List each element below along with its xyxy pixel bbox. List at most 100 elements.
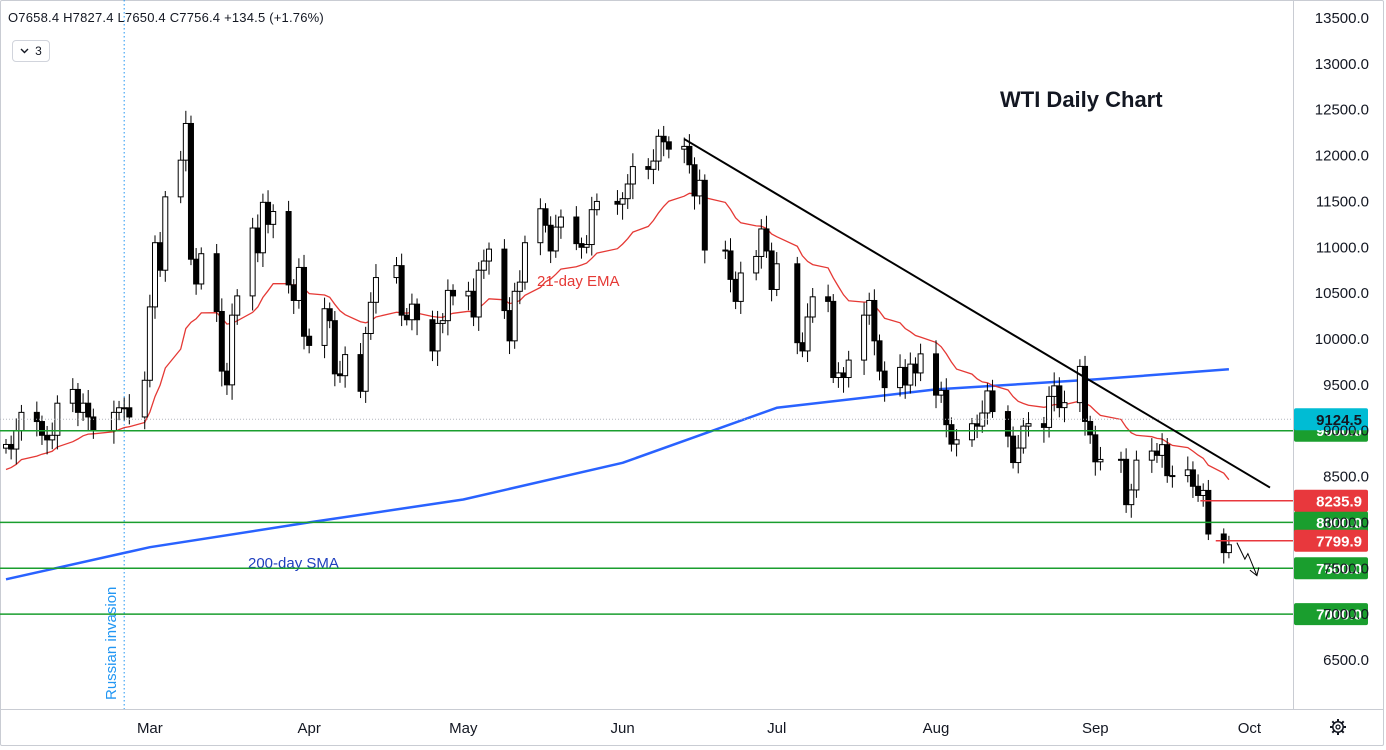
- ema-21-line: [5, 191, 1230, 481]
- candle-body: [480, 260, 487, 271]
- candle-body: [398, 265, 405, 316]
- downtrend-line: [683, 138, 1271, 489]
- candle-body: [74, 388, 81, 413]
- candle-body: [465, 290, 472, 297]
- candle-body: [85, 402, 92, 418]
- candle-body: [152, 242, 159, 308]
- candle-body: [259, 201, 266, 254]
- candle-body: [830, 300, 837, 379]
- ohlc-low: L7650.4: [117, 10, 166, 25]
- candle-body: [537, 208, 544, 244]
- candle-body: [336, 373, 343, 377]
- candle-body: [177, 159, 184, 198]
- indicator-toggle-button[interactable]: 3: [12, 40, 50, 62]
- candle-body: [542, 208, 549, 226]
- price-tick-label: 11000.0: [1316, 239, 1369, 256]
- candle-body: [573, 216, 580, 245]
- price-tick-label: 12000.0: [1315, 148, 1369, 165]
- price-tick-label: 10500.0: [1315, 285, 1369, 302]
- level-badge: [1294, 529, 1368, 552]
- level-badge: [1294, 603, 1368, 626]
- time-tick-label: Oct: [1238, 720, 1262, 737]
- candle-body: [80, 402, 87, 413]
- candle-body: [989, 390, 996, 413]
- candle-body: [1061, 402, 1068, 409]
- candle-body: [306, 335, 313, 346]
- candle-body: [187, 122, 194, 260]
- candle-body: [393, 265, 400, 279]
- candle-body: [198, 253, 205, 285]
- candle-body: [321, 308, 328, 346]
- candle-body: [470, 290, 477, 318]
- candle-body: [1010, 435, 1017, 464]
- candle-body: [804, 316, 811, 352]
- candle-body: [1133, 459, 1140, 491]
- candle-body: [968, 423, 975, 441]
- candle-body: [1195, 485, 1202, 496]
- projection-arrowhead: [1249, 567, 1260, 577]
- candle-body: [49, 434, 56, 441]
- projection-arrow: [1236, 542, 1258, 576]
- candle-body: [753, 255, 760, 274]
- candle-body: [681, 145, 688, 150]
- candle-body: [840, 372, 847, 379]
- candle-body: [583, 244, 590, 248]
- candle-body: [126, 407, 133, 418]
- candle-body: [516, 281, 523, 292]
- candle-body: [506, 310, 513, 342]
- candle-body: [121, 407, 128, 410]
- ohlc-high: H7827.4: [63, 10, 114, 25]
- candle-body: [162, 196, 169, 271]
- candle-body: [1040, 423, 1047, 428]
- candle-body: [1056, 385, 1063, 409]
- candle-body: [33, 411, 40, 423]
- candle-body: [1082, 365, 1089, 422]
- candle-body: [1153, 450, 1160, 456]
- candle-body: [825, 296, 832, 302]
- level-badge-label: 7500.0: [1316, 561, 1362, 578]
- candle-body: [439, 320, 446, 324]
- candle-body: [414, 303, 421, 321]
- candle-body: [13, 430, 20, 450]
- candle-body: [629, 166, 636, 185]
- candle-body: [1020, 425, 1027, 449]
- level-badge-label: 7000.0: [1316, 607, 1362, 624]
- time-tick-label: Sep: [1082, 720, 1109, 737]
- candle-body: [1164, 444, 1171, 477]
- price-tick-label: 6500.0: [1323, 652, 1369, 669]
- level-badge-label: 7799.9: [1316, 533, 1362, 550]
- candle-body: [727, 250, 734, 280]
- candle-body: [1097, 458, 1104, 463]
- candle-body: [146, 306, 153, 381]
- candle-body: [1046, 395, 1053, 428]
- candle-body: [326, 308, 333, 322]
- event-marker-label: Russian invasion: [103, 587, 120, 700]
- time-tick-label: Jun: [610, 720, 634, 737]
- time-tick-label: Jul: [767, 720, 786, 737]
- candle-body: [660, 135, 667, 143]
- candle-body: [691, 164, 698, 197]
- price-tick-label: 7500.0: [1323, 560, 1369, 577]
- candle-body: [444, 289, 451, 322]
- candle-body: [948, 424, 955, 445]
- candle-body: [1025, 423, 1032, 427]
- candle-body: [290, 284, 297, 301]
- candle-body: [737, 272, 744, 302]
- gear-icon[interactable]: [1330, 719, 1346, 735]
- candle-body: [213, 253, 220, 312]
- candle-body: [3, 443, 9, 449]
- price-tick-label: 9000.0: [1323, 423, 1369, 440]
- time-tick-label: Apr: [297, 720, 320, 737]
- candle-body: [254, 227, 261, 254]
- candle-body: [902, 366, 909, 386]
- price-tick-label: 13500.0: [1315, 10, 1369, 27]
- candle-body: [758, 228, 765, 257]
- candle-body: [1220, 533, 1227, 554]
- candle-body: [182, 122, 189, 161]
- ohlc-close: C7756.4: [169, 10, 221, 25]
- candle-body: [974, 423, 981, 427]
- chevron-down-icon: [20, 48, 29, 54]
- candle-body: [1092, 434, 1099, 463]
- candle-body: [773, 263, 780, 290]
